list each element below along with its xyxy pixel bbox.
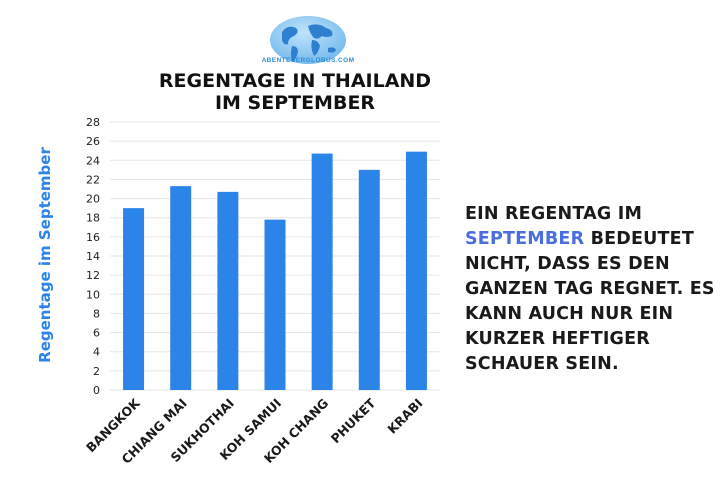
chart-title: REGENTAGE IN THAILAND IM SEPTEMBER — [120, 70, 470, 114]
y-tick-label: 0 — [93, 384, 100, 397]
bar-bangkok — [123, 208, 145, 390]
y-tick-label: 14 — [86, 250, 100, 263]
note-text-post: BEDEUTET NICHT, DASS ES DEN GANZEN TAG R… — [465, 229, 715, 374]
logo-text: ABENTEUERGLOBUS.COM — [261, 57, 355, 64]
bar-phuket — [358, 169, 380, 390]
y-tick-label: 20 — [86, 193, 100, 206]
note-text-pre: EIN REGENTAG IM — [465, 204, 643, 224]
chart-title-line-2: IM SEPTEMBER — [214, 92, 376, 114]
globe-logo-icon — [270, 16, 346, 64]
bar-sukhothai — [217, 191, 239, 390]
y-tick-label: 10 — [86, 288, 100, 301]
y-tick-label: 28 — [86, 116, 100, 129]
y-tick-label: 12 — [86, 269, 100, 282]
y-tick-label: 26 — [86, 135, 100, 148]
chart-title-line-1: REGENTAGE IN THAILAND — [158, 70, 432, 92]
y-axis-label: Regentage im September — [36, 147, 54, 363]
y-tick-label: 8 — [93, 307, 100, 320]
bar-chiang-mai — [170, 186, 192, 390]
y-tick-label: 4 — [93, 346, 100, 359]
note-highlight: SEPTEMBER — [465, 229, 585, 249]
info-note: EIN REGENTAG IM SEPTEMBER BEDEUTET NICHT… — [465, 202, 720, 377]
y-tick-label: 24 — [86, 154, 100, 167]
y-tick-label: 16 — [86, 231, 100, 244]
y-tick-label: 22 — [86, 173, 100, 186]
y-tick-label: 2 — [93, 365, 100, 378]
bar-krabi — [405, 151, 427, 390]
bar-koh-samui — [264, 219, 286, 390]
x-tick-label: PHUKET — [328, 395, 379, 446]
y-tick-label: 18 — [86, 212, 100, 225]
y-tick-label: 6 — [93, 327, 100, 340]
x-tick-label: KRABI — [384, 396, 425, 437]
bar-koh-chang — [311, 153, 333, 390]
